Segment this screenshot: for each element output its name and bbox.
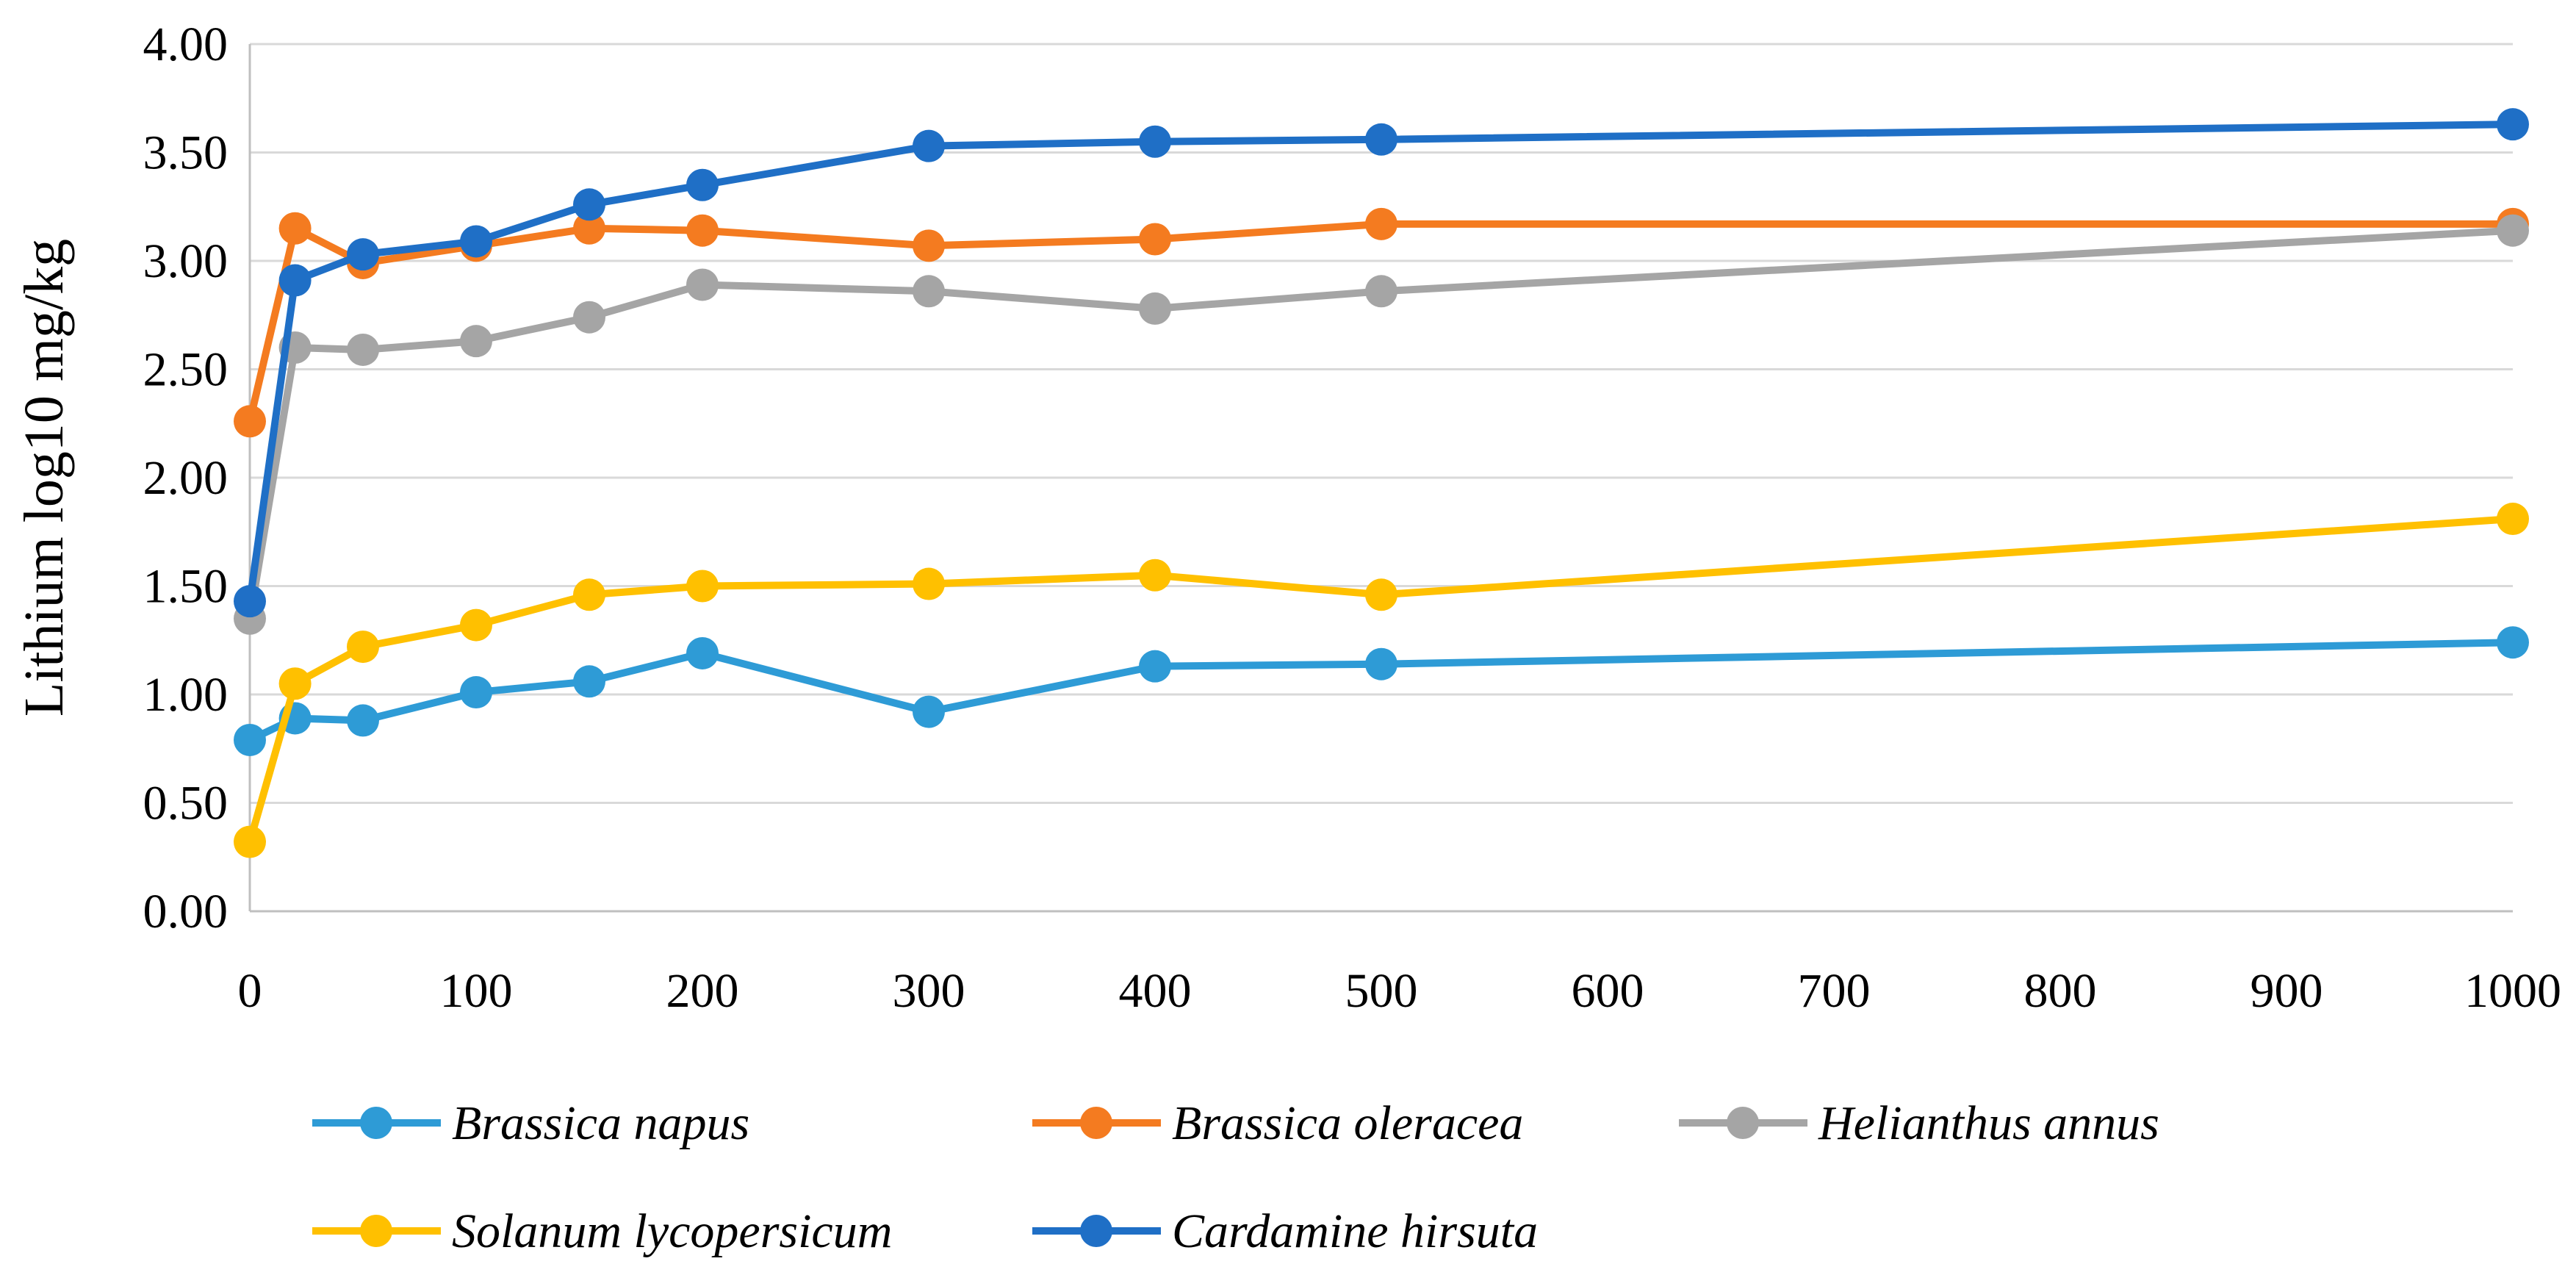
data-point [913,695,945,728]
legend-item: Brassica oleracea [1032,1096,1523,1150]
series-3 [234,503,2529,858]
y-tick-label: 4.00 [143,18,229,71]
legend-label: Solanum lycopersicum [452,1204,892,1258]
data-point [1139,125,1171,158]
series-0 [234,626,2529,756]
x-tick-label: 700 [1798,964,1871,1018]
data-point [573,301,605,334]
data-point [1365,207,1397,240]
data-point [573,212,605,245]
x-tick-label: 400 [1119,964,1192,1018]
data-point [278,212,312,245]
y-axis-title: Lithium log10 mg/kg [13,239,75,716]
series-line [246,515,2516,846]
y-tick-label: 1.50 [143,560,229,614]
data-point [2497,214,2529,247]
legend-label: Helianthus annus [1818,1096,2159,1150]
legend-swatch-marker [1727,1107,1759,1139]
data-point [913,275,945,308]
data-point [686,214,719,247]
x-tick-label: 300 [893,964,965,1018]
data-point [1139,650,1171,683]
x-tick-label: 100 [440,964,513,1018]
legend-swatch-marker [360,1107,392,1139]
legend-item: Cardamine hirsuta [1032,1204,1538,1258]
data-point [1139,559,1171,592]
data-point [913,229,945,262]
series-layer [234,108,2529,858]
data-point [1139,292,1171,325]
y-tick-label: 1.00 [143,668,229,722]
data-point [234,723,266,756]
data-point [1365,578,1397,611]
data-point [1365,123,1397,156]
legend-item: Helianthus annus [1679,1096,2159,1150]
series-line [246,226,2516,622]
data-point [460,608,492,642]
x-tick-label: 200 [666,964,739,1018]
data-point [686,636,719,669]
legend: Brassica napus Brassica oleracea Helianthu… [312,1096,2159,1258]
x-tick-label: 500 [1345,964,1418,1018]
y-tick-label: 3.50 [143,126,229,180]
data-point [573,188,605,221]
data-point [347,238,379,271]
data-point [573,578,605,611]
data-point [2497,503,2529,536]
y-tick-labels: 0.00 0.50 1.00 1.50 2.00 2.50 3.00 3.50 4.00 [143,18,229,938]
series-line [246,639,2516,744]
x-tick-label: 0 [238,964,262,1018]
y-tick-label: 2.00 [143,451,229,505]
data-point [1365,647,1397,680]
legend-label: Brassica napus [452,1096,749,1150]
data-point [234,585,266,618]
legend-label: Brassica oleracea [1172,1096,1523,1150]
data-point [1365,275,1397,308]
series-4 [234,108,2529,618]
x-tick-label: 1000 [2464,964,2561,1018]
legend-swatch-marker [1080,1107,1112,1139]
x-tick-labels: 0 100 200 300 400 500 600 700 800 900 1000 [238,964,2562,1018]
data-point [1139,223,1171,256]
y-tick-label: 0.50 [143,777,229,830]
data-point [347,631,379,664]
data-point [234,825,266,858]
x-tick-label: 900 [2251,964,2323,1018]
data-point [460,325,492,358]
data-point [460,225,492,258]
data-point [234,405,266,438]
data-point [913,129,945,162]
data-point [278,264,312,297]
x-tick-label: 800 [2024,964,2097,1018]
series-line [246,220,2516,425]
y-tick-label: 2.50 [143,343,229,397]
legend-label: Cardamine hirsuta [1172,1204,1538,1258]
data-point [278,667,312,700]
series-2 [234,214,2529,635]
data-point [2497,626,2529,659]
data-point [686,268,719,301]
data-point [460,676,492,709]
legend-swatch-marker [360,1215,392,1247]
y-tick-label: 0.00 [143,885,229,938]
axes [248,44,2513,913]
data-point [573,665,605,698]
legend-swatch-marker [1080,1215,1112,1247]
data-point [2497,108,2529,141]
x-tick-label: 600 [1572,964,1644,1018]
series-line [246,121,2516,606]
y-tick-label: 3.00 [143,234,229,288]
data-point [347,333,379,366]
data-point [686,168,719,201]
data-point [347,704,379,737]
legend-item: Brassica napus [312,1096,749,1150]
data-point [913,567,945,600]
legend-item: Solanum lycopersicum [312,1204,892,1258]
data-point [686,570,719,603]
